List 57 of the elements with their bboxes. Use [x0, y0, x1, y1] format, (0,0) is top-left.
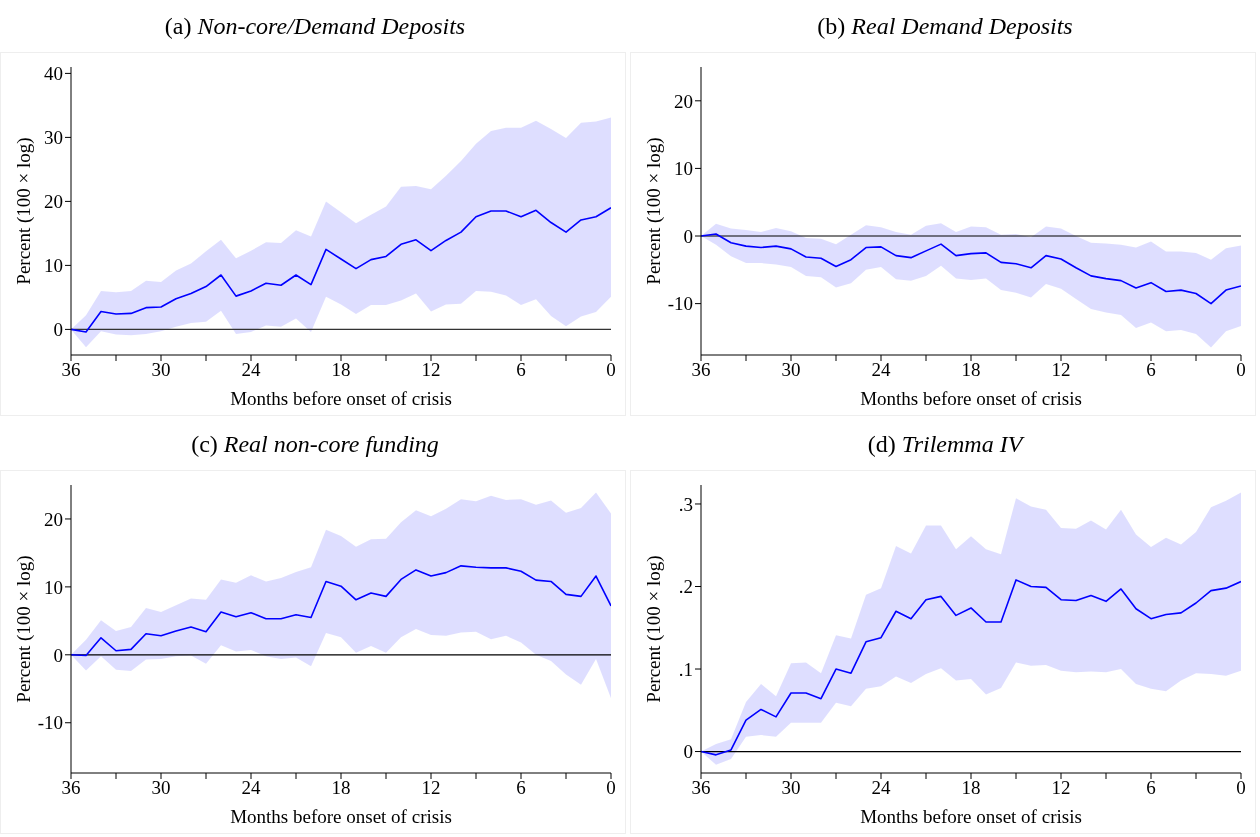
x-tick-label: 24	[871, 359, 891, 381]
x-tick-label: 18	[961, 359, 981, 381]
y-tick-label: -10	[667, 293, 693, 315]
x-tick-label: 12	[421, 777, 441, 799]
y-tick-label: 10	[674, 158, 693, 180]
y-tick-label: 0	[53, 319, 63, 341]
y-tick-label: 0	[53, 644, 63, 666]
x-tick-label: 12	[1051, 359, 1071, 381]
x-axis-title: Months before onset of crisis	[230, 806, 452, 827]
x-tick-label: 18	[331, 359, 351, 381]
x-axis-title: Months before onset of crisis	[860, 806, 1082, 827]
x-tick-label: 30	[151, 359, 171, 381]
x-tick-label: 6	[1146, 777, 1156, 799]
y-tick-label: 20	[44, 191, 63, 213]
x-tick-label: 36	[61, 777, 81, 799]
x-tick-label: 6	[1146, 359, 1156, 381]
y-tick-label: 20	[674, 90, 693, 112]
y-tick-label: .2	[678, 576, 693, 598]
y-axis-title: Percent (100 × log)	[642, 137, 665, 285]
x-tick-label: 0	[606, 777, 616, 799]
x-tick-label: 0	[606, 359, 616, 381]
x-axis-title: Months before onset of crisis	[860, 388, 1082, 409]
y-tick-label: 0	[683, 741, 693, 763]
x-tick-label: 36	[61, 359, 81, 381]
x-tick-label: 18	[961, 777, 981, 799]
y-tick-label: 0	[683, 225, 693, 247]
y-axis-title: Percent (100 × log)	[12, 137, 35, 285]
y-tick-label: 40	[44, 63, 63, 85]
chart-title: (d) Trilemma IV	[866, 430, 1026, 459]
x-tick-label: 30	[151, 777, 171, 799]
x-tick-label: 6	[516, 359, 526, 381]
y-tick-label: 20	[44, 508, 63, 530]
x-tick-label: 36	[691, 359, 711, 381]
x-tick-label: 30	[781, 777, 801, 799]
x-tick-label: 0	[1236, 359, 1246, 381]
y-tick-label: 30	[44, 127, 63, 149]
x-tick-label: 36	[691, 777, 711, 799]
y-axis-title: Percent (100 × log)	[642, 555, 665, 703]
x-tick-label: 6	[516, 777, 526, 799]
y-tick-label: 10	[44, 576, 63, 598]
y-tick-label: .1	[678, 658, 693, 680]
y-axis-title: Percent (100 × log)	[12, 555, 35, 703]
x-tick-label: 18	[331, 777, 351, 799]
x-tick-label: 0	[1236, 777, 1246, 799]
chart-title: (b) Real Demand Deposits	[816, 12, 1074, 41]
x-axis-title: Months before onset of crisis	[230, 388, 452, 409]
x-tick-label: 24	[241, 359, 261, 381]
y-tick-label: 10	[44, 255, 63, 277]
x-tick-label: 24	[871, 777, 891, 799]
chart-title: (c) Real non-core funding	[190, 430, 440, 459]
x-tick-label: 12	[421, 359, 441, 381]
x-tick-label: 24	[241, 777, 261, 799]
x-tick-label: 30	[781, 359, 801, 381]
y-tick-label: .3	[678, 493, 693, 515]
chart-title: (a) Non-core/Demand Deposits	[163, 12, 467, 41]
x-tick-label: 12	[1051, 777, 1071, 799]
y-tick-label: -10	[37, 712, 63, 734]
